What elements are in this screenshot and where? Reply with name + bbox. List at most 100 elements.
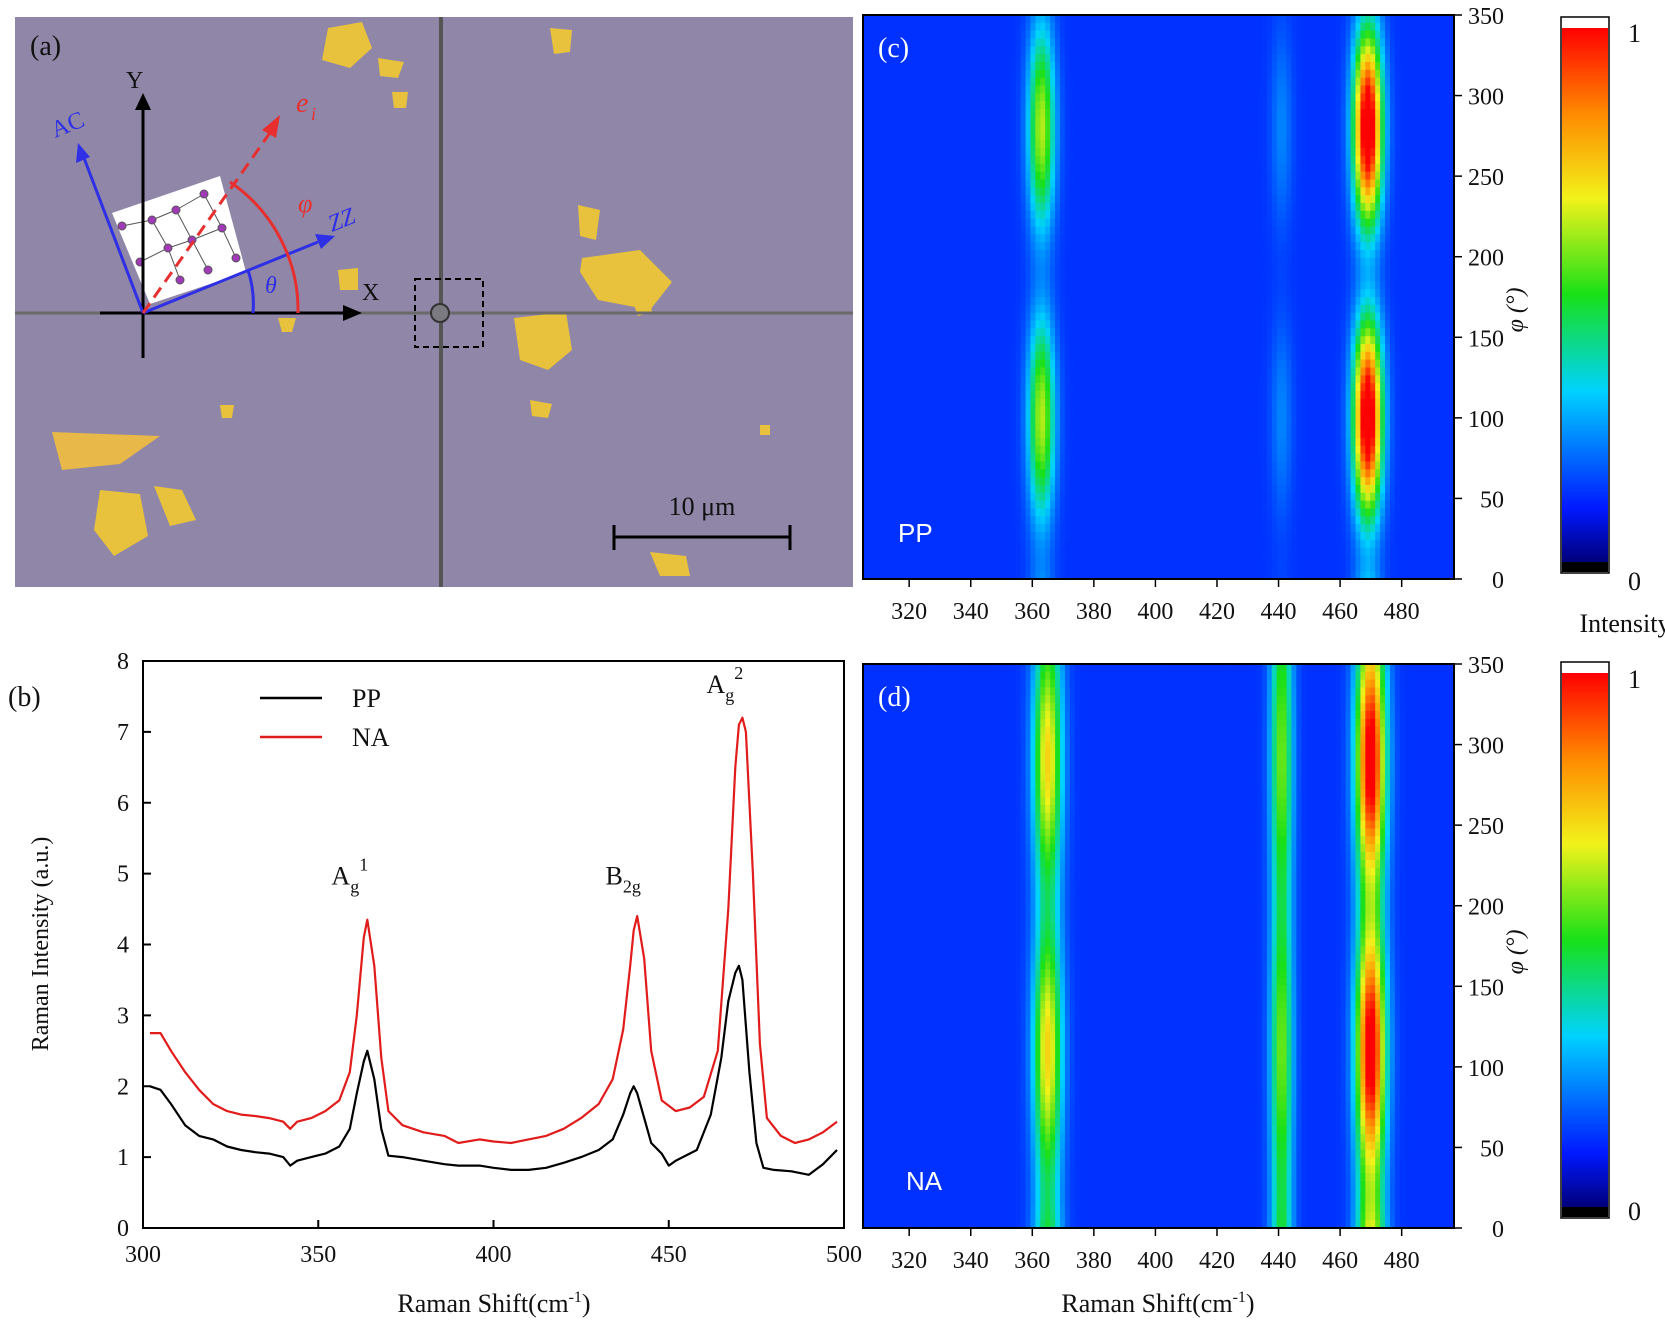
heatmap-cell [1143, 242, 1150, 251]
heatmap-cell [1449, 304, 1455, 314]
crystal-lattice [117, 189, 241, 285]
heatmap-cell [1350, 218, 1357, 228]
heatmap-cell [1330, 54, 1337, 63]
heatmap-cell [1030, 163, 1036, 173]
heatmap-cell [1207, 297, 1214, 306]
heatmap-cell [1360, 265, 1366, 275]
heatmap-cell [1340, 304, 1347, 314]
heatmap-cell [951, 132, 958, 141]
heatmap-cell [1183, 69, 1189, 79]
heatmap-cell [922, 156, 928, 165]
heatmap-cell [1173, 234, 1179, 243]
heatmap-cell [863, 46, 869, 55]
heatmap-cell [1380, 124, 1386, 134]
heatmap-cell [1005, 328, 1012, 337]
heatmap-cell [1414, 38, 1421, 47]
heatmap-cell [1424, 304, 1430, 314]
heatmap-cell [971, 265, 977, 275]
heatmap-cell [877, 156, 884, 165]
heatmap-cell [961, 218, 968, 228]
heatmap-cell [1099, 328, 1105, 337]
heatmap-cell [872, 101, 879, 110]
heatmap-cell [1124, 179, 1130, 188]
heatmap-cell [1419, 320, 1426, 329]
heatmap-cell [882, 203, 889, 212]
heatmap-cell [1394, 273, 1401, 282]
heatmap-cell [1197, 116, 1204, 126]
heatmap-cell [863, 132, 869, 141]
heatmap-cell [1074, 320, 1081, 329]
heatmap-cell [922, 250, 928, 259]
heatmap-cell [1449, 54, 1455, 63]
heatmap-cell [912, 203, 918, 212]
heatmap-cell [931, 156, 938, 165]
heatmap-cell [917, 226, 923, 235]
heatmap-cell [936, 203, 943, 212]
heatmap-cell [1375, 257, 1381, 267]
heatmap-cell [1296, 124, 1302, 134]
heatmap-cell [1291, 179, 1297, 188]
heatmap-cell [882, 156, 889, 165]
heatmap-cell [1429, 257, 1435, 267]
heatmap-cell [1404, 265, 1411, 275]
heatmap-cell [936, 304, 943, 314]
heatmap-cell [991, 171, 997, 181]
heatmap-cell [887, 132, 894, 141]
heatmap-cell [872, 297, 879, 306]
heatmap-cell [1360, 15, 1366, 24]
heatmap-cell [1050, 195, 1056, 204]
heatmap-cell [1173, 132, 1179, 141]
heatmap-cell [917, 69, 923, 79]
heatmap-cell [1079, 234, 1086, 243]
heatmap-cell [1316, 203, 1322, 212]
heatmap-cell [1355, 54, 1362, 63]
heatmap-cell [1089, 156, 1096, 165]
heatmap-cell [995, 46, 1002, 55]
heatmap-cell [1207, 30, 1214, 40]
heatmap-cell [941, 320, 948, 329]
heatmap-cell [1207, 163, 1214, 173]
heatmap-cell [1389, 179, 1396, 188]
heatmap-cell [1247, 46, 1253, 55]
heatmap-cell [1345, 46, 1352, 55]
heatmap-cell [1385, 163, 1391, 173]
heatmap-cell [1128, 226, 1135, 235]
heatmap-cell [1271, 101, 1278, 110]
heatmap-cell [1429, 77, 1435, 87]
heatmap-cell [1212, 46, 1219, 55]
heatmap-cell [1370, 101, 1376, 110]
heatmap-cell [1449, 195, 1455, 204]
heatmap-cell [1316, 69, 1322, 79]
heatmap-cell [1394, 22, 1401, 32]
heatmap-cell [1202, 226, 1209, 235]
heatmap-cell [877, 304, 884, 314]
heatmap-cell [1389, 62, 1396, 71]
heatmap-cell [902, 289, 908, 298]
heatmap-cell [1094, 297, 1100, 306]
heatmap-cell [1030, 30, 1036, 40]
heatmap-cell [927, 312, 933, 322]
heatmap-cell [1439, 109, 1445, 118]
heatmap-cell [907, 273, 913, 282]
heatmap-cell [1124, 62, 1130, 71]
heatmap-cell [1296, 210, 1302, 220]
heatmap-cell [1242, 132, 1248, 141]
heatmap-cell [1000, 234, 1007, 243]
heatmap-cell [946, 140, 953, 149]
heatmap-cell [1020, 171, 1027, 181]
heatmap-cell [936, 62, 943, 71]
heatmap-cell [1183, 171, 1189, 181]
heatmap-cell [1394, 250, 1401, 259]
heatmap-cell [1419, 69, 1426, 79]
heatmap-cell [1306, 250, 1312, 259]
heatmap-cell [1005, 242, 1012, 251]
heatmap-cell [1197, 289, 1204, 298]
heatmap-cell [1306, 281, 1312, 290]
heatmap-cell [1350, 15, 1357, 24]
heatmap-cell [1089, 195, 1096, 204]
heatmap-cell [1306, 93, 1312, 102]
heatmap-cell [1040, 93, 1046, 102]
heatmap-cell [1365, 148, 1371, 157]
heatmap-cell [1094, 320, 1100, 329]
